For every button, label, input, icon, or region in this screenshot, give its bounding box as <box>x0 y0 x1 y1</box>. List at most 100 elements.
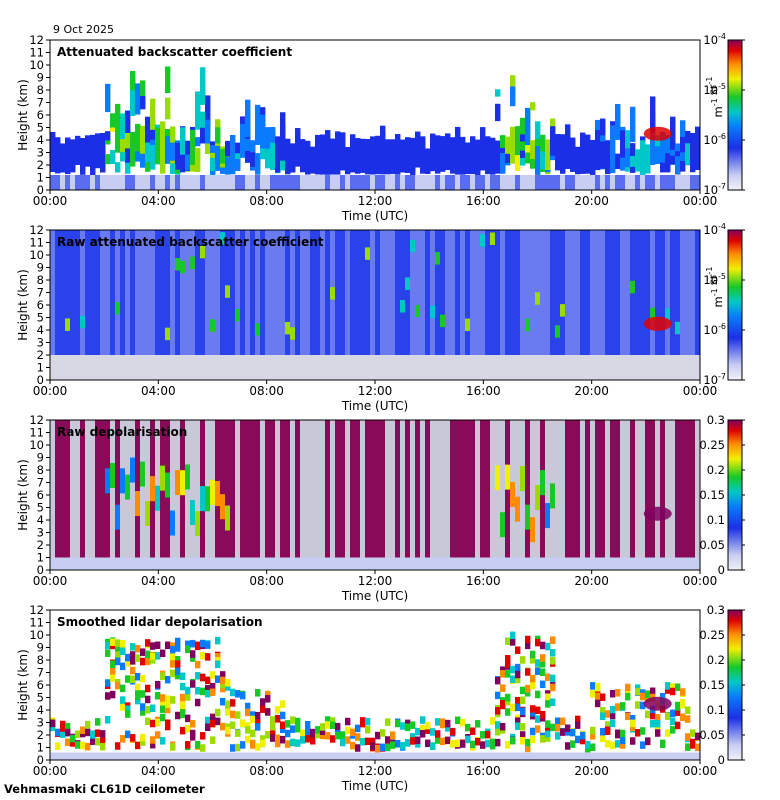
colorbar-tick-label: 0.15 <box>699 678 725 692</box>
y-tick-label: 5 <box>37 311 44 325</box>
y-tick-label: 8 <box>37 463 44 477</box>
x-tick-label: 00:00 <box>683 764 718 778</box>
y-tick-label: 2 <box>37 538 44 552</box>
colorbar-tick-label: 0.05 <box>699 538 725 552</box>
y-tick-label: 11 <box>29 426 44 440</box>
x-tick-label: 00:00 <box>33 574 68 588</box>
y-tick-label: 6 <box>37 108 44 122</box>
y-tick-label: 12 <box>29 603 44 617</box>
x-tick-label: 00:00 <box>683 574 718 588</box>
x-tick-label: 20:00 <box>574 764 609 778</box>
y-tick-label: 9 <box>37 641 44 655</box>
y-tick-label: 9 <box>37 71 44 85</box>
y-tick-label: 10 <box>29 248 44 262</box>
panel-4: Smoothed lidar depolarisation01234567891… <box>16 603 745 793</box>
y-tick-label: 8 <box>37 83 44 97</box>
y-tick-label: 0 <box>37 753 44 767</box>
x-tick-label: 08:00 <box>249 764 284 778</box>
y-tick-label: 12 <box>29 413 44 427</box>
panel-title: Raw depolarisation <box>57 425 187 439</box>
x-tick-label: 08:00 <box>249 194 284 208</box>
colorbar-tick-label: 0.3 <box>707 603 725 617</box>
x-tick-label: 00:00 <box>683 194 718 208</box>
y-tick-label: 3 <box>37 336 44 350</box>
colorbar-unit: m-1sr-1 <box>705 77 725 118</box>
colorbar-tick-label: 0.15 <box>699 488 725 502</box>
panel-title: Attenuated backscatter coefficient <box>57 45 292 59</box>
x-tick-label: 00:00 <box>33 384 68 398</box>
heatmap-field <box>50 230 701 380</box>
colorbar: 10-7 10-6 10-5 10-4 m-1sr-1 <box>703 32 745 197</box>
y-tick-label: 0 <box>37 183 44 197</box>
colorbar-tick-label: 0.2 <box>707 463 725 477</box>
colorbar: 10-7 10-6 10-5 10-4 m-1sr-1 <box>703 222 745 387</box>
feature-2230 <box>643 506 672 521</box>
panel-title: Raw attenuated backscatter coefficient <box>57 235 324 249</box>
x-tick-label: 04:00 <box>141 384 176 398</box>
colorbar-tick-label: 0 <box>718 563 725 577</box>
y-tick-label: 3 <box>37 716 44 730</box>
x-tick-label: 12:00 <box>358 194 393 208</box>
colorbar-tick-label: 0.25 <box>699 628 725 642</box>
y-tick-label: 5 <box>37 691 44 705</box>
colorbar-scale <box>727 229 743 381</box>
date-label: 9 Oct 2025 <box>53 23 114 36</box>
y-axis-label: Height (km) <box>16 649 30 720</box>
y-tick-label: 1 <box>37 361 44 375</box>
x-tick-label: 12:00 <box>358 384 393 398</box>
x-tick-label: 08:00 <box>249 574 284 588</box>
y-tick-label: 11 <box>29 616 44 630</box>
feature-2230 <box>643 696 672 711</box>
y-axis-label: Height (km) <box>16 269 30 340</box>
heatmap-field <box>50 66 701 190</box>
y-tick-label: 3 <box>37 526 44 540</box>
y-tick-label: 10 <box>29 58 44 72</box>
colorbar-unit: m-1sr-1 <box>705 267 725 308</box>
colorbar: 0 0.05 0.1 0.15 0.2 0.25 0.3 <box>699 413 745 577</box>
colorbar-tick-label: 10-6 <box>703 322 726 337</box>
colorbar-tick-label: 0.05 <box>699 728 725 742</box>
colorbar: 0 0.05 0.1 0.15 0.2 0.25 0.3 <box>699 603 745 767</box>
colorbar-tick-label: 10-7 <box>703 372 726 387</box>
colorbar-scale <box>727 419 743 571</box>
y-tick-label: 2 <box>37 158 44 172</box>
panel-title: Smoothed lidar depolarisation <box>57 615 263 629</box>
feature-2230 <box>643 126 672 141</box>
x-tick-label: 16:00 <box>466 384 501 398</box>
heatmap-field <box>50 420 701 570</box>
x-tick-label: 16:00 <box>466 574 501 588</box>
colorbar-tick-label: 10-4 <box>703 222 726 237</box>
heatmap-field <box>50 631 701 760</box>
y-tick-label: 1 <box>37 741 44 755</box>
y-tick-label: 7 <box>37 96 44 110</box>
y-tick-label: 9 <box>37 261 44 275</box>
colorbar-scale <box>727 39 743 191</box>
y-tick-label: 12 <box>29 33 44 47</box>
y-tick-label: 8 <box>37 273 44 287</box>
colorbar-tick-label: 10-6 <box>703 132 726 147</box>
panel-2: Raw attenuated backscatter coefficient01… <box>16 222 745 413</box>
instrument-label: Vehmasmaki CL61D ceilometer <box>4 782 205 796</box>
x-tick-label: 00:00 <box>33 194 68 208</box>
y-tick-label: 2 <box>37 728 44 742</box>
colorbar-tick-label: 0.2 <box>707 653 725 667</box>
x-tick-label: 04:00 <box>141 574 176 588</box>
colorbar-tick-label: 10-7 <box>703 182 726 197</box>
y-tick-label: 4 <box>37 703 44 717</box>
colorbar-tick-label: 0.3 <box>707 413 725 427</box>
x-tick-label: 12:00 <box>358 574 393 588</box>
y-tick-label: 9 <box>37 451 44 465</box>
x-axis-label: Time (UTC) <box>341 209 408 223</box>
y-tick-label: 4 <box>37 133 44 147</box>
y-tick-label: 0 <box>37 373 44 387</box>
y-tick-label: 4 <box>37 513 44 527</box>
y-tick-label: 10 <box>29 438 44 452</box>
colorbar-tick-label: 0.1 <box>707 513 725 527</box>
y-tick-label: 7 <box>37 286 44 300</box>
colorbar-tick-label: 10-5 <box>703 272 726 287</box>
y-tick-label: 5 <box>37 501 44 515</box>
y-tick-label: 5 <box>37 121 44 135</box>
y-tick-label: 3 <box>37 146 44 160</box>
x-tick-label: 08:00 <box>249 384 284 398</box>
